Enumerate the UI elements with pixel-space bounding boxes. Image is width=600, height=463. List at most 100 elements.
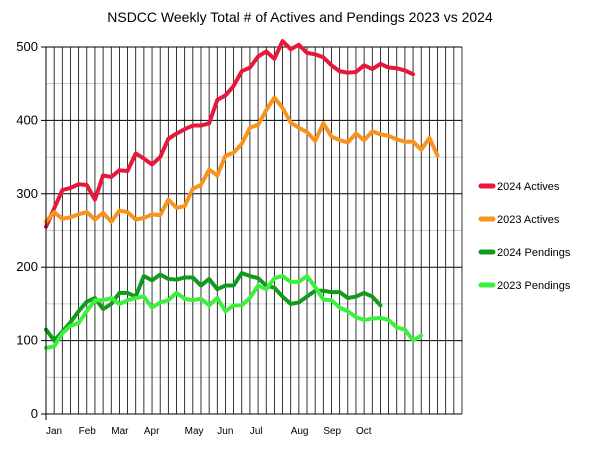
data-point — [362, 318, 366, 322]
chart-legend: 2024 Actives 2023 Actives 2024 Pendings 202… — [478, 181, 571, 292]
data-point — [183, 297, 187, 301]
data-point — [370, 129, 374, 134]
data-point — [256, 276, 260, 280]
data-point — [77, 182, 81, 186]
data-point — [338, 290, 342, 294]
data-point — [403, 327, 407, 332]
legend-label: 2023 Pendings — [497, 280, 571, 292]
data-point — [93, 217, 97, 222]
data-point — [370, 294, 374, 299]
data-point — [52, 344, 56, 349]
chart-axes: 0 100 200 300 400 500 Jan Feb Mar Apr May Jun Jul Aug… — [16, 39, 462, 437]
data-point — [199, 123, 203, 128]
data-point — [378, 303, 383, 307]
data-point — [223, 309, 228, 313]
data-point — [166, 137, 170, 141]
data-point — [248, 274, 252, 278]
chart-series — [44, 39, 440, 350]
data-point — [354, 70, 358, 74]
data-point — [248, 65, 252, 70]
data-point — [77, 212, 81, 216]
data-point — [338, 305, 342, 310]
data-point — [158, 300, 162, 305]
data-point — [403, 140, 407, 144]
data-point — [435, 154, 440, 158]
data-point — [289, 121, 293, 125]
data-point — [101, 173, 105, 178]
y-tick-label: 300 — [16, 186, 38, 201]
data-point — [207, 303, 211, 307]
data-point — [297, 126, 301, 130]
y-tick-label: 200 — [16, 259, 38, 274]
data-point — [272, 286, 276, 290]
data-point — [174, 132, 179, 136]
data-point — [240, 271, 244, 275]
data-point — [289, 280, 293, 284]
data-point — [166, 198, 170, 202]
data-point — [191, 275, 195, 280]
data-point — [215, 296, 219, 300]
data-point — [215, 98, 219, 102]
data-point — [93, 298, 97, 302]
data-point — [60, 188, 64, 192]
data-point — [329, 290, 334, 294]
data-point — [174, 278, 179, 282]
data-point — [125, 298, 130, 302]
y-tick-label: 100 — [16, 333, 38, 348]
data-point — [240, 69, 244, 73]
data-point — [117, 291, 122, 295]
data-point — [280, 39, 285, 43]
data-point — [215, 173, 219, 178]
data-point — [166, 277, 170, 281]
data-point — [280, 106, 285, 110]
data-point — [362, 138, 366, 142]
data-point — [264, 108, 268, 112]
y-tick-label: 500 — [16, 39, 38, 54]
data-point — [207, 277, 211, 281]
data-point — [313, 52, 317, 56]
data-point — [150, 305, 154, 310]
data-point — [232, 84, 236, 88]
data-point — [109, 296, 113, 300]
data-point — [215, 287, 219, 291]
data-point — [403, 68, 407, 73]
data-point — [85, 183, 89, 187]
x-tick-label: Jun — [217, 426, 233, 437]
data-point — [183, 204, 187, 208]
data-point — [338, 138, 342, 142]
data-point — [378, 316, 383, 320]
data-point — [223, 154, 228, 158]
data-point — [183, 275, 187, 280]
data-point — [313, 285, 317, 289]
data-point — [305, 51, 309, 55]
data-point — [427, 136, 431, 140]
data-point — [109, 175, 113, 179]
data-point — [386, 318, 391, 322]
data-point — [109, 302, 113, 306]
data-point — [346, 140, 350, 145]
data-point — [223, 93, 228, 98]
y-tick-label: 0 — [31, 406, 38, 421]
data-point — [313, 139, 317, 143]
data-point — [305, 294, 309, 299]
data-point — [85, 309, 89, 313]
data-point — [52, 206, 56, 211]
data-point — [362, 63, 366, 67]
series-line — [44, 39, 416, 229]
data-point — [370, 316, 374, 321]
data-point — [134, 151, 138, 156]
data-point — [305, 274, 309, 278]
data-point — [321, 289, 325, 293]
data-point — [101, 307, 105, 311]
data-point — [354, 315, 358, 319]
data-point — [223, 283, 228, 288]
data-point — [297, 280, 301, 284]
data-point — [329, 298, 334, 302]
data-point — [362, 291, 366, 295]
data-point — [411, 339, 415, 343]
data-point — [248, 296, 252, 300]
data-point — [52, 210, 56, 214]
data-point — [411, 72, 415, 76]
legend-label: 2024 Pendings — [497, 247, 571, 259]
data-point — [199, 183, 203, 187]
